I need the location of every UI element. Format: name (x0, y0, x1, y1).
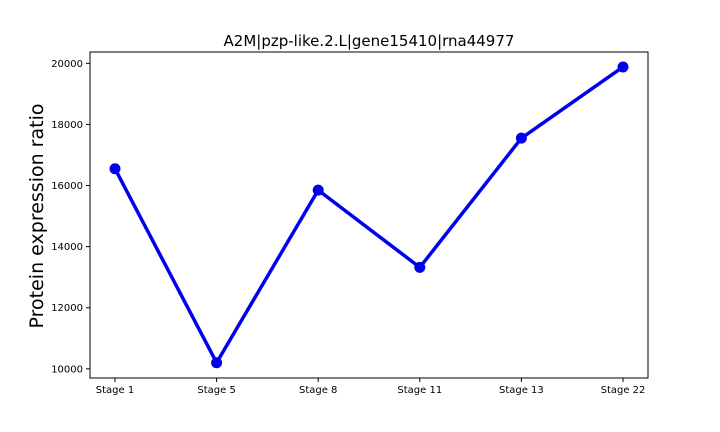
y-axis-label: Protein expression ratio (26, 104, 48, 329)
data-point (211, 357, 223, 369)
x-tick-label: Stage 22 (601, 385, 646, 396)
data-point (414, 261, 426, 273)
data-point (312, 184, 324, 196)
series-line (113, 65, 625, 365)
y-tick-label: 14000 (51, 242, 83, 253)
y-tick-label: 12000 (51, 303, 83, 314)
data-point (617, 61, 629, 73)
x-tick-label: Stage 1 (96, 385, 134, 396)
y-tick-label: 10000 (51, 364, 83, 375)
x-axis: Stage 1 Stage 5 Stage 8 Stage 11 Stage 13 Sta… (96, 378, 646, 396)
x-tick-label: Stage 8 (299, 385, 337, 396)
series-group (109, 61, 629, 369)
y-axis: 10000 12000 14000 16000 18000 20000 (51, 59, 90, 375)
plot-frame (89, 51, 649, 379)
x-tick-label: Stage 11 (397, 385, 442, 396)
x-tick-label: Stage 5 (197, 385, 235, 396)
chart-title: A2M|pzp-like.2.L|gene15410|rna44977 (224, 32, 515, 50)
x-tick-label: Stage 13 (499, 385, 544, 396)
y-tick-label: 16000 (51, 181, 83, 192)
y-tick-label: 20000 (51, 59, 83, 70)
data-point (515, 132, 527, 144)
data-point (109, 163, 121, 175)
y-tick-label: 18000 (51, 120, 83, 131)
